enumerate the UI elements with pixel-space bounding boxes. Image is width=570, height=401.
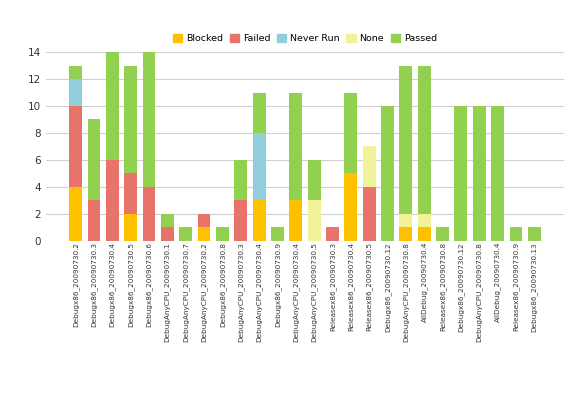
Bar [106, 160, 119, 241]
Bar [253, 133, 266, 200]
Bar [161, 214, 174, 227]
Bar [69, 187, 82, 241]
Bar [308, 160, 320, 200]
Bar [124, 173, 137, 214]
Bar [491, 106, 504, 241]
Bar [344, 173, 357, 241]
Bar [528, 227, 541, 241]
Bar [326, 227, 339, 241]
Bar [473, 106, 486, 241]
Bar [69, 79, 82, 106]
Bar [69, 66, 82, 79]
Bar [142, 187, 156, 241]
Bar [418, 214, 430, 227]
Bar [180, 227, 192, 241]
Bar [271, 227, 284, 241]
Bar [400, 227, 412, 241]
Bar [363, 187, 376, 241]
Bar [234, 200, 247, 241]
Bar [253, 93, 266, 133]
Bar [400, 214, 412, 227]
Legend: Blocked, Failed, Never Run, None, Passed: Blocked, Failed, Never Run, None, Passed [171, 32, 439, 45]
Bar [290, 93, 302, 200]
Bar [124, 66, 137, 173]
Bar [381, 106, 394, 241]
Bar [436, 227, 449, 241]
Bar [88, 119, 100, 200]
Bar [88, 200, 100, 241]
Bar [69, 106, 82, 187]
Bar [510, 227, 522, 241]
Bar [344, 93, 357, 173]
Bar [198, 227, 210, 241]
Bar [198, 214, 210, 227]
Bar [234, 160, 247, 200]
Bar [418, 227, 430, 241]
Bar [161, 227, 174, 241]
Bar [290, 200, 302, 241]
Bar [106, 52, 119, 160]
Bar [253, 200, 266, 241]
Bar [142, 52, 156, 187]
Bar [418, 66, 430, 214]
Bar [400, 66, 412, 214]
Bar [124, 214, 137, 241]
Bar [363, 146, 376, 187]
Bar [308, 200, 320, 241]
Bar [216, 227, 229, 241]
Bar [454, 106, 467, 241]
